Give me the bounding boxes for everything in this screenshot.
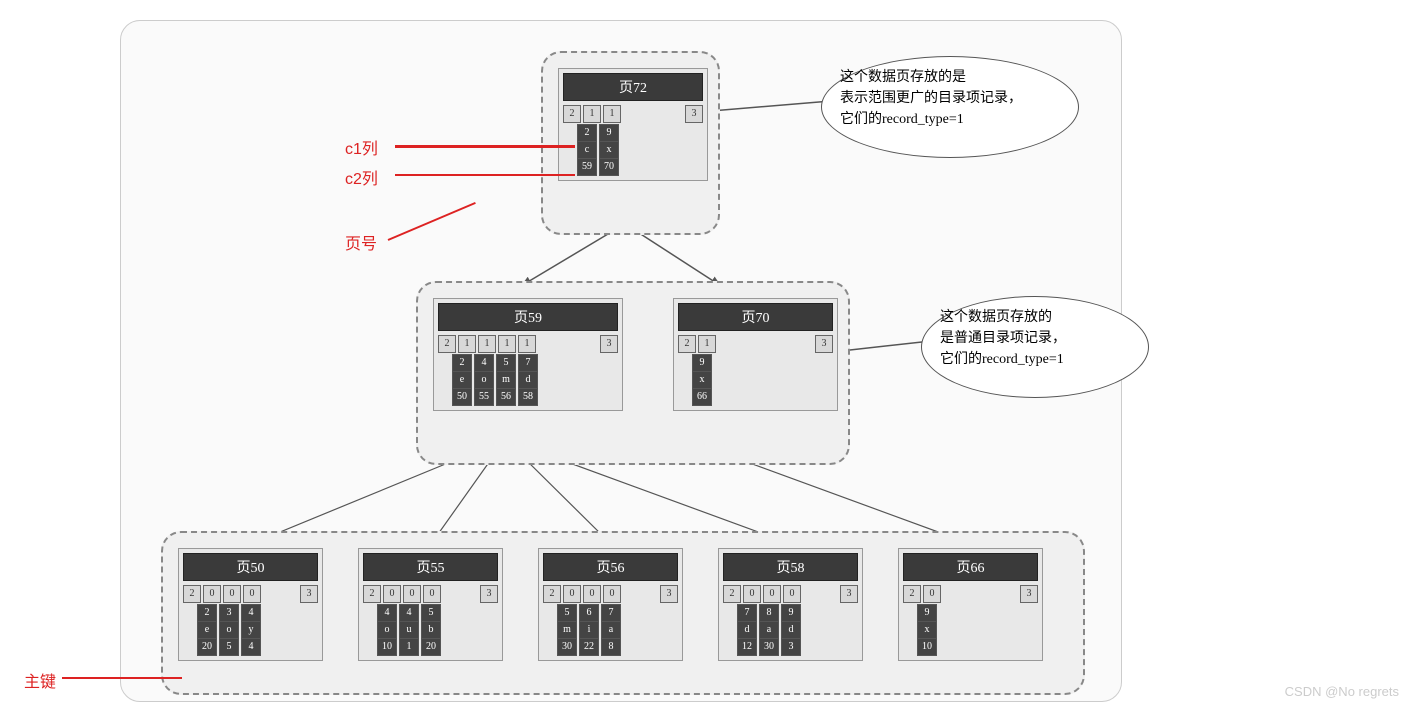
page-title: 页55 — [363, 553, 498, 581]
record: 2 c 59 — [577, 125, 597, 176]
annotation-c2: c2列 — [345, 165, 378, 189]
record: 2 e 20 — [197, 605, 217, 656]
slot: 1 — [498, 335, 516, 353]
page-50: 页50 2 0 0 0 3 2 e 20 3 o 5 — [178, 548, 323, 661]
slot-row: 2 0 0 0 3 — [543, 585, 678, 603]
record: 5 b 20 — [421, 605, 441, 656]
records-row: 9 x 10 — [917, 605, 1038, 656]
mid-group: 页59 2 1 1 1 1 3 2 e 50 4 o 55 — [416, 281, 850, 465]
records-row: 2 e 50 4 o 55 5 m 56 7 d 58 — [452, 355, 618, 406]
record: 4 o 10 — [377, 605, 397, 656]
leaf-group: 页50 2 0 0 0 3 2 e 20 3 o 5 — [161, 531, 1085, 695]
records-row: 2 e 20 3 o 5 4 y 4 — [197, 605, 318, 656]
slot-row: 2 0 0 0 3 — [183, 585, 318, 603]
records-row: 7 d 12 8 a 30 9 d 3 — [737, 605, 858, 656]
slot: 2 — [678, 335, 696, 353]
callout-mid: 这个数据页存放的 是普通目录项记录， 它们的record_type=1 — [921, 296, 1149, 398]
records-row: 4 o 10 4 u 1 5 b 20 — [377, 605, 498, 656]
record: 2 e 50 — [452, 355, 472, 406]
record: 9 x 70 — [599, 125, 619, 176]
btree-diagram: 页72 2 1 1 3 2 c 59 9 x 70 — [120, 20, 1122, 702]
slot: 1 — [518, 335, 536, 353]
page-55: 页55 2 0 0 0 3 4 o 10 4 u 1 — [358, 548, 503, 661]
pageno-cell: 59 — [577, 158, 597, 176]
record: 5 m 56 — [496, 355, 516, 406]
slot-row: 2 0 0 0 3 — [723, 585, 858, 603]
records-row: 2 c 59 9 x 70 — [577, 125, 703, 176]
page-title: 页70 — [678, 303, 833, 331]
record: 8 a 30 — [759, 605, 779, 656]
page-title: 页66 — [903, 553, 1038, 581]
c2-cell: x — [599, 141, 619, 159]
page-title: 页58 — [723, 553, 858, 581]
slot: 3 — [600, 335, 618, 353]
slot: 1 — [698, 335, 716, 353]
page-title: 页59 — [438, 303, 618, 331]
slot: 1 — [583, 105, 601, 123]
page-58: 页58 2 0 0 0 3 7 d 12 8 a 30 — [718, 548, 863, 661]
page-66: 页66 2 0 3 9 x 10 — [898, 548, 1043, 661]
c2-cell: c — [577, 141, 597, 159]
slot: 3 — [815, 335, 833, 353]
slot: 1 — [458, 335, 476, 353]
watermark: CSDN @No regrets — [1285, 684, 1399, 699]
page-70: 页70 2 1 3 9 x 66 — [673, 298, 838, 411]
callout-text: 这个数据页存放的是 表示范围更广的目录项记录， 它们的record_type=1 — [840, 70, 1022, 127]
slot: 1 — [478, 335, 496, 353]
slot: 3 — [685, 105, 703, 123]
page-72: 页72 2 1 1 3 2 c 59 9 x 70 — [558, 68, 708, 181]
records-row: 9 x 66 — [692, 355, 833, 406]
records-row: 5 m 30 6 i 22 7 a 8 — [557, 605, 678, 656]
slot-row: 2 1 3 — [678, 335, 833, 353]
record: 9 x 10 — [917, 605, 937, 656]
annotation-pk: 主键 — [24, 668, 56, 692]
slot-row: 2 1 1 1 1 3 — [438, 335, 618, 353]
record: 7 d 58 — [518, 355, 538, 406]
root-group: 页72 2 1 1 3 2 c 59 9 x 70 — [541, 51, 720, 235]
slot: 2 — [438, 335, 456, 353]
slot-row: 2 0 3 — [903, 585, 1038, 603]
red-line — [395, 145, 575, 148]
red-line — [395, 174, 575, 176]
pk-cell: 20 — [197, 638, 217, 656]
record: 4 o 55 — [474, 355, 494, 406]
slot: 2 — [563, 105, 581, 123]
page-title: 页72 — [563, 73, 703, 101]
record: 5 m 30 — [557, 605, 577, 656]
red-line — [62, 677, 182, 679]
record: 9 x 66 — [692, 355, 712, 406]
pageno-cell: 70 — [599, 158, 619, 176]
page-title: 页50 — [183, 553, 318, 581]
page-56: 页56 2 0 0 0 3 5 m 30 6 i 22 — [538, 548, 683, 661]
annotation-pageno: 页号 — [345, 230, 377, 254]
record: 6 i 22 — [579, 605, 599, 656]
c1-cell: 9 — [599, 124, 619, 142]
c1-cell: 2 — [577, 124, 597, 142]
callout-top: 这个数据页存放的是 表示范围更广的目录项记录， 它们的record_type=1 — [821, 56, 1079, 158]
record: 9 d 3 — [781, 605, 801, 656]
record: 4 y 4 — [241, 605, 261, 656]
page-title: 页56 — [543, 553, 678, 581]
callout-text: 这个数据页存放的 是普通目录项记录， 它们的record_type=1 — [940, 310, 1066, 367]
record: 7 a 8 — [601, 605, 621, 656]
slot: 1 — [603, 105, 621, 123]
record: 3 o 5 — [219, 605, 239, 656]
slot-row: 2 1 1 3 — [563, 105, 703, 123]
annotation-c1: c1列 — [345, 135, 378, 159]
slot-row: 2 0 0 0 3 — [363, 585, 498, 603]
page-59: 页59 2 1 1 1 1 3 2 e 50 4 o 55 — [433, 298, 623, 411]
record: 7 d 12 — [737, 605, 757, 656]
record: 4 u 1 — [399, 605, 419, 656]
